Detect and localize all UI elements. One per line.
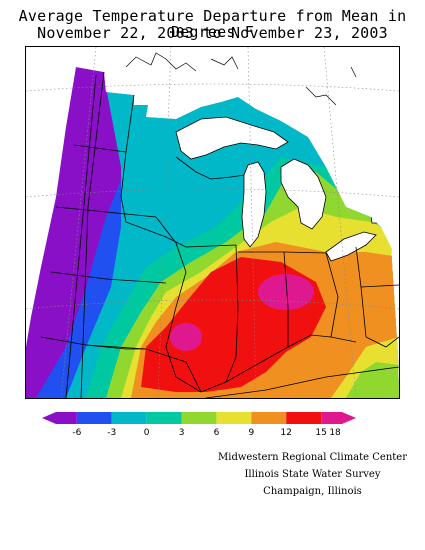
legend-tick-label: -3 bbox=[107, 428, 116, 438]
legend-swatch bbox=[111, 412, 147, 424]
legend-tick-label: 18 bbox=[329, 428, 341, 438]
legend-tick-label: 9 bbox=[248, 428, 254, 438]
map-date-range: November 22, 2003 to November 23, 2003 bbox=[37, 24, 388, 42]
graticule bbox=[26, 47, 399, 398]
credit-organization: Midwestern Regional Climate Center bbox=[218, 452, 407, 463]
credit-location: Champaign, Illinois bbox=[263, 486, 362, 497]
legend-tick-label: 12 bbox=[280, 428, 291, 438]
legend-swatch bbox=[42, 412, 77, 424]
great-lakes bbox=[175, 116, 399, 262]
legend-swatch bbox=[286, 412, 322, 424]
unmapped-north bbox=[26, 47, 399, 257]
legend-tick-label: 6 bbox=[214, 428, 220, 438]
color-legend: -6 -3 0 3 6 9 12 15 18 bbox=[42, 412, 356, 438]
legend-swatch bbox=[321, 412, 356, 424]
legend-swatch bbox=[181, 412, 217, 424]
legend-swatch bbox=[216, 412, 252, 424]
legend-tick-label: 15 bbox=[315, 428, 326, 438]
legend-tick-label: -6 bbox=[72, 428, 81, 438]
temperature-departure-map bbox=[25, 46, 400, 399]
legend-swatch bbox=[251, 412, 287, 424]
map-title: Average Temperature Departure from Mean … bbox=[18, 7, 407, 41]
legend-swatch bbox=[76, 412, 112, 424]
credit-survey: Illinois State Water Survey bbox=[244, 469, 381, 480]
canada-outlines bbox=[125, 52, 357, 106]
state-boundaries bbox=[40, 71, 399, 398]
legend-tick-label: 3 bbox=[179, 428, 185, 438]
legend-swatch bbox=[146, 412, 182, 424]
legend-tick-label: 0 bbox=[144, 428, 150, 438]
